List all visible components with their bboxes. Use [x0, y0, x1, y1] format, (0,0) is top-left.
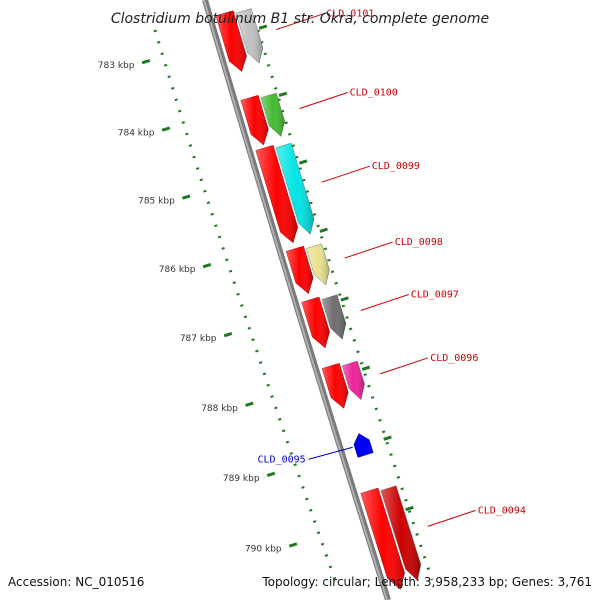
kbp-tick-mark-inner — [361, 365, 371, 371]
kbp-tick-mark-inner — [383, 435, 392, 441]
leader-line — [321, 165, 370, 183]
gene-label-text[interactable]: CLD_0096 — [430, 353, 478, 364]
kbp-scale: 783 kbp 784 kbp 785 kbp 786 kbp 787 kbp 788 k… — [98, 24, 414, 555]
gene-label-cld_0097[interactable]: CLD_0097 — [360, 289, 459, 311]
arrow-up-left-icon[interactable] — [353, 433, 374, 458]
leader-line — [344, 241, 393, 259]
cog-category-shading — [275, 143, 314, 235]
cds-shading — [240, 95, 269, 145]
kbp-tick-mark-inner — [319, 227, 328, 233]
kbp-tick: 785 kbp — [138, 159, 308, 207]
gene-labels: CLD_0101 CLD_0100 CLD_0099 CLD_0098 CLD_0097… — [258, 9, 526, 527]
kbp-label: 789 kbp — [223, 474, 260, 484]
accession-text: Accession: NC_010516 — [8, 575, 144, 589]
kbp-tick: 783 kbp — [98, 24, 268, 71]
gene-label-cld_0096[interactable]: CLD_0096 — [380, 353, 478, 375]
cds-shading — [322, 363, 349, 409]
kbp-tick: 784 kbp — [118, 91, 288, 139]
gene-label-text[interactable]: CLD_0100 — [350, 87, 398, 98]
gene-label-text[interactable]: CLD_0098 — [395, 237, 443, 248]
cog-category-shading — [321, 294, 346, 340]
kbp-tick-mark-inner — [298, 159, 308, 165]
leader-line — [299, 91, 348, 109]
gene-label-cld_0099[interactable]: CLD_0099 — [321, 161, 420, 183]
gene-cld_0096[interactable] — [321, 360, 365, 409]
kbp-tick: 786 kbp — [159, 227, 328, 275]
kbp-tick-mark-inner — [258, 24, 268, 30]
kbp-tick-mark-inner — [405, 505, 414, 512]
cds-shading — [215, 10, 247, 72]
gene-label-cld_0098[interactable]: CLD_0098 — [344, 237, 443, 259]
kbp-tick: 787 kbp — [180, 296, 349, 344]
gc-dotted-ring-inner — [256, 29, 434, 581]
cog-category-shading — [260, 93, 285, 137]
kbp-tick: 790 kbp — [245, 505, 414, 555]
kbp-tick-mark — [223, 332, 233, 338]
gene-label-cld_0094[interactable]: CLD_0094 — [427, 505, 526, 527]
kbp-tick-mark — [182, 194, 191, 200]
gene-label-text[interactable]: CLD_0099 — [372, 161, 420, 172]
kbp-label: 790 kbp — [245, 545, 282, 555]
gene-cld_0098[interactable] — [285, 243, 330, 295]
leader-line — [276, 13, 325, 31]
kbp-tick-mark-inner — [340, 296, 349, 302]
gene-label-cld_0100[interactable]: CLD_0100 — [299, 87, 398, 109]
leader-line — [360, 294, 409, 311]
kbp-tick-mark — [141, 59, 151, 65]
kbp-tick-mark-inner — [278, 91, 288, 97]
gene-cld_0101[interactable] — [215, 8, 264, 72]
genome-title: Clostridium botulinum B1 str. Okra, comp… — [111, 11, 489, 27]
gene-label-text[interactable]: CLD_0101 — [326, 9, 374, 20]
gene-cld_0095[interactable] — [353, 433, 374, 458]
kbp-label: 786 kbp — [159, 265, 196, 275]
gene-label-cld_0101[interactable]: CLD_0101 — [276, 9, 374, 31]
cog-category-shading — [306, 243, 330, 286]
gene-label-text[interactable]: CLD_0097 — [411, 289, 459, 300]
kbp-label: 785 kbp — [138, 197, 175, 207]
leader-line — [380, 357, 429, 375]
kbp-tick-mark — [161, 126, 171, 132]
kbp-tick-mark — [288, 542, 298, 548]
kbp-tick-mark — [245, 401, 254, 407]
gene-label-cld_0095[interactable]: CLD_0095 — [258, 446, 353, 465]
cog-category-shading — [342, 361, 365, 400]
gene-track — [215, 8, 422, 590]
kbp-tick: 788 kbp — [201, 365, 371, 414]
leader-line — [308, 446, 353, 460]
gene-cld_0097[interactable] — [301, 294, 347, 349]
gene-cld_0099[interactable] — [255, 142, 315, 244]
leader-line — [427, 509, 476, 527]
gene-cld_0100[interactable] — [240, 92, 285, 146]
kbp-label: 783 kbp — [98, 61, 135, 71]
cog-category-shading — [235, 8, 263, 64]
kbp-tick: 789 kbp — [223, 435, 392, 484]
kbp-tick-mark — [202, 263, 212, 269]
kbp-label: 784 kbp — [118, 129, 155, 139]
cds-shading — [360, 488, 405, 590]
gene-label-text[interactable]: CLD_0095 — [258, 454, 306, 465]
cds-shading — [301, 297, 330, 348]
kbp-label: 788 kbp — [201, 404, 238, 414]
kbp-label: 787 kbp — [180, 334, 217, 344]
kbp-tick-mark — [266, 471, 276, 477]
genome-backbone-highlight — [203, 0, 388, 600]
cds-shading — [286, 246, 314, 294]
cds-shading — [255, 145, 298, 243]
gene-label-text[interactable]: CLD_0094 — [478, 505, 526, 516]
topology-text: Topology: circular; Length: 3,958,233 bp… — [261, 575, 592, 589]
gene-cld_0094[interactable] — [360, 485, 422, 590]
cog-category-shading — [380, 485, 421, 581]
